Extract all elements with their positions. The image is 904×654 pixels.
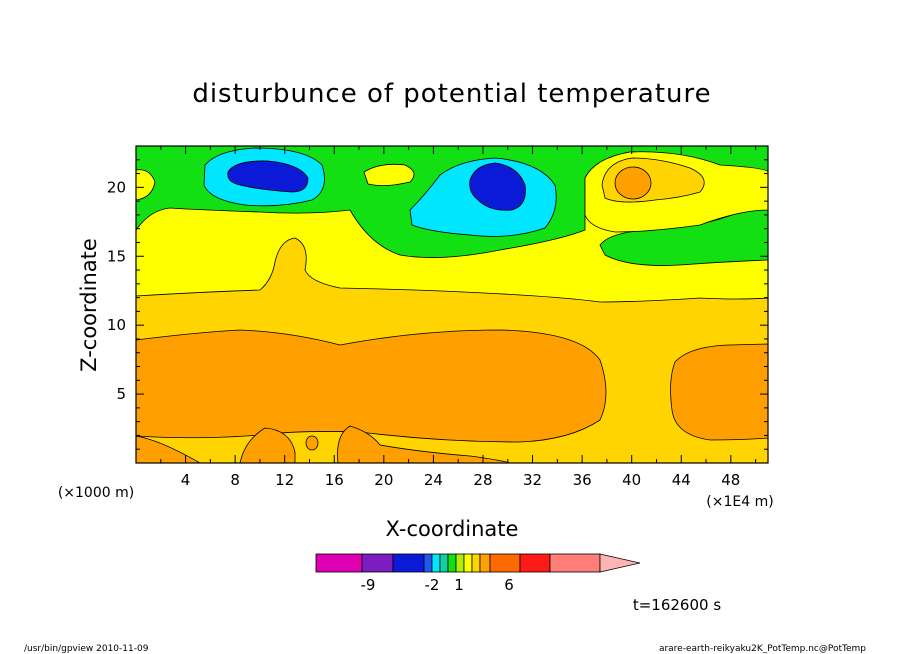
x-tick-label-6: 28 bbox=[473, 471, 492, 489]
colorbar-label-1: -2 bbox=[425, 576, 440, 594]
contour-region-bump-c bbox=[337, 425, 511, 463]
colorbar-swatch-11 bbox=[489, 553, 521, 573]
x-tick-label-8: 36 bbox=[573, 471, 592, 489]
x-tick-label-3: 16 bbox=[325, 471, 344, 489]
contour-fill bbox=[136, 146, 768, 463]
colorbar-labels: -9 -2 1 6 bbox=[361, 576, 514, 594]
colorbar-arrow bbox=[599, 553, 641, 573]
colorbar-swatch-3 bbox=[423, 553, 433, 573]
contour-region-bump-d bbox=[136, 435, 201, 463]
colorbar-swatch-9 bbox=[471, 553, 481, 573]
x-tick-label-11: 48 bbox=[721, 471, 740, 489]
time-label: t=162600 s bbox=[633, 596, 721, 614]
colorbar-swatch-2 bbox=[392, 553, 425, 573]
y-tick-label-3: 20 bbox=[107, 178, 126, 196]
contour-region-0-1-small bbox=[363, 163, 415, 186]
x-axis: 4 8 12 16 20 24 28 32 36 40 44 48 bbox=[160, 146, 757, 489]
footer-right: arare-earth-reikyaku2K_PotTemp.nc@PotTem… bbox=[659, 644, 866, 654]
y-axis-title: Z-coordinate bbox=[77, 238, 101, 372]
y-tick-label-2: 15 bbox=[107, 247, 126, 265]
colorbar-swatch-5 bbox=[439, 553, 449, 573]
y-tick-label-0: 5 bbox=[116, 385, 126, 403]
contour-region-neg9-neg6-b bbox=[469, 162, 526, 211]
colorbar-swatch-7 bbox=[455, 553, 465, 573]
x-axis-title: X-coordinate bbox=[386, 517, 519, 541]
x-tick-label-5: 24 bbox=[424, 471, 443, 489]
x-tick-label-1: 8 bbox=[230, 471, 240, 489]
contour-region-2-4 bbox=[136, 329, 607, 443]
contour-region-bump-a bbox=[239, 427, 296, 463]
chart-title: disturbunce of potential temperature bbox=[192, 79, 711, 109]
contour-region-0-1-left bbox=[136, 169, 156, 201]
plot-frame bbox=[135, 145, 769, 464]
colorbar-label-3: 6 bbox=[504, 576, 514, 594]
colorbar-label-2: 1 bbox=[454, 576, 464, 594]
x-tick-label-4: 20 bbox=[374, 471, 393, 489]
colorbar-swatch-8 bbox=[463, 553, 473, 573]
colorbar-swatch-12 bbox=[519, 553, 551, 573]
colorbar-swatch-0 bbox=[315, 553, 363, 573]
y-unit-label: (×1000 m) bbox=[58, 485, 134, 501]
colorbar-swatch-6 bbox=[447, 553, 457, 573]
footer-left: /usr/bin/gpview 2010-11-09 bbox=[24, 644, 149, 654]
y-axis: 5 10 15 20 bbox=[107, 159, 768, 450]
x-tick-label-0: 4 bbox=[181, 471, 191, 489]
x-unit-label: (×1E4 m) bbox=[706, 494, 773, 510]
colorbar-swatch-10 bbox=[479, 553, 491, 573]
contour-region-neg9-neg6-a bbox=[227, 160, 309, 193]
colorbar-swatch-1 bbox=[361, 553, 394, 573]
x-tick-label-7: 32 bbox=[523, 471, 542, 489]
colorbar-swatch-13 bbox=[549, 553, 601, 573]
contour-region-2-4-right bbox=[670, 343, 768, 463]
contour-region-bump-b bbox=[305, 435, 319, 451]
colorbar-swatch-4 bbox=[431, 553, 441, 573]
y-tick-label-1: 10 bbox=[107, 316, 126, 334]
contour-region-4-6 bbox=[614, 166, 652, 200]
x-tick-label-10: 44 bbox=[672, 471, 691, 489]
colorbar-label-0: -9 bbox=[361, 576, 376, 594]
colorbar bbox=[315, 553, 641, 573]
x-tick-label-9: 40 bbox=[622, 471, 641, 489]
x-tick-label-2: 12 bbox=[275, 471, 294, 489]
